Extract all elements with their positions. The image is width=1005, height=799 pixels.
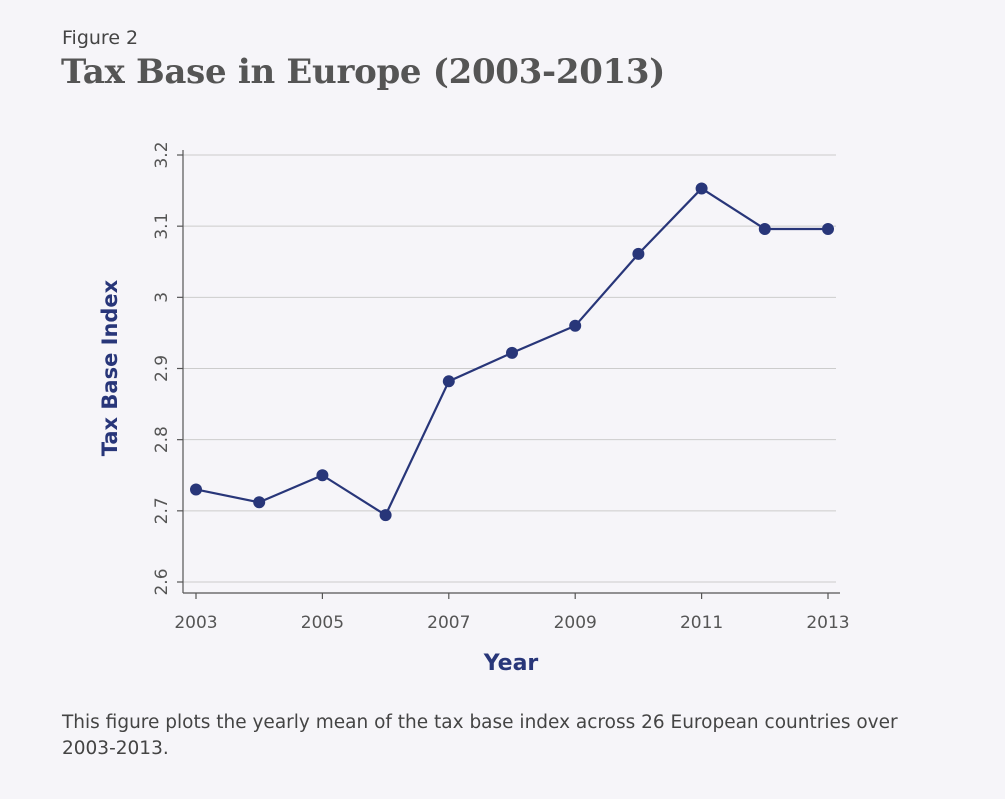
y-axis-label: Tax Base Index — [98, 279, 122, 456]
figure-caption: This figure plots the yearly mean of the… — [62, 712, 898, 759]
data-point — [758, 223, 771, 236]
figure-label: Figure 2 — [62, 27, 139, 49]
x-tick-label: 2013 — [806, 613, 849, 633]
data-point — [822, 223, 834, 236]
y-tick-label: 2.9 — [152, 355, 172, 382]
x-axis-label: Year — [483, 651, 539, 676]
data-point — [379, 509, 392, 522]
figure-title: Tax Base in Europe (2003-2013) — [61, 52, 666, 92]
x-tick-label: 2007 — [427, 613, 470, 633]
data-point — [506, 346, 518, 359]
y-tick-label: 2.6 — [152, 568, 172, 595]
x-tick-label: 2005 — [301, 613, 344, 633]
data-point — [253, 496, 266, 509]
line-chart: 2.6 2.7 2.8 2.9 3 3.1 3.2 2003 2005 2007 2009 2011 2… — [98, 141, 850, 676]
axes — [182, 150, 840, 594]
y-tick-label: 2.7 — [152, 497, 172, 524]
y-tick-label: 2.8 — [152, 426, 172, 453]
grid-lines — [183, 154, 836, 583]
data-series — [190, 182, 834, 522]
data-point — [695, 182, 708, 195]
x-tick-label: 2009 — [554, 613, 597, 633]
data-point — [632, 247, 645, 260]
x-tick-label: 2003 — [174, 613, 217, 633]
data-point — [316, 469, 329, 482]
tick-marks: 2.6 2.7 2.8 2.9 3 3.1 3.2 2003 2005 2007 2009 2011 2… — [152, 141, 850, 633]
y-tick-label: 3.1 — [152, 213, 172, 240]
data-point — [569, 319, 582, 332]
data-point — [190, 483, 202, 496]
y-tick-label: 3 — [152, 292, 172, 303]
x-tick-label: 2011 — [680, 613, 723, 633]
data-point — [442, 375, 455, 388]
y-tick-label: 3.2 — [152, 141, 172, 168]
